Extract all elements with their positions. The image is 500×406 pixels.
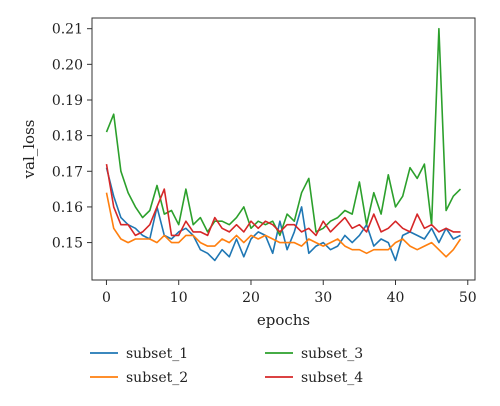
x-tick-label: 50 [459,290,477,306]
legend-item-subset-4: subset_4 [265,370,363,386]
y-axis: 0.15 0.16 0.17 0.18 0.19 0.20 0.21 [52,22,92,252]
legend-label: subset_3 [301,346,363,362]
plot-frame [91,17,476,281]
series-lines [105,27,462,262]
x-axis-title: epochs [257,311,310,329]
x-tick-label: 20 [242,290,260,306]
legend: subset_1 subset_2 subset_3 subset_4 [90,346,363,386]
legend-item-subset-2: subset_2 [90,370,188,386]
series-line-subset-2 [105,192,462,258]
x-tick-label: 0 [102,290,111,306]
y-tick-label: 0.15 [52,236,83,252]
x-tick-label: 40 [387,290,405,306]
legend-item-subset-1: subset_1 [90,346,188,362]
legend-label: subset_1 [126,346,188,362]
legend-item-subset-3: subset_3 [265,346,363,362]
x-tick-label: 10 [170,290,188,306]
y-tick-label: 0.20 [52,57,83,73]
legend-label: subset_4 [301,370,363,386]
legend-label: subset_2 [126,370,188,386]
series-line-subset-4 [105,163,461,237]
y-tick-label: 0.21 [52,22,83,38]
y-tick-label: 0.18 [52,129,83,145]
x-tick-label: 30 [314,290,332,306]
y-tick-label: 0.19 [52,93,83,109]
series-line-subset-3 [105,27,462,237]
y-axis-title: val_loss [20,120,38,180]
x-axis: 0 10 20 30 40 50 [102,280,477,306]
series-line-subset-1 [105,167,461,262]
y-tick-label: 0.17 [52,164,83,180]
y-tick-label: 0.16 [52,200,83,216]
